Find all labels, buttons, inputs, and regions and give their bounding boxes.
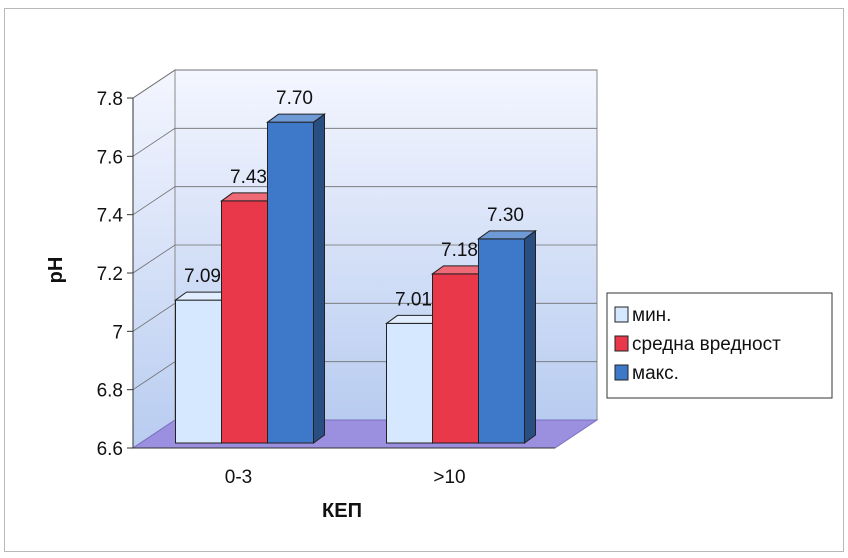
bar-front-face <box>267 121 314 444</box>
bar-top-face <box>265 113 327 123</box>
bar-front-face <box>175 299 222 444</box>
data-label: 7.43 <box>230 167 267 188</box>
data-label: 7.30 <box>487 205 524 226</box>
legend-swatch <box>614 364 629 381</box>
bar[interactable] <box>476 229 538 444</box>
data-label: 7.01 <box>395 289 432 310</box>
gridline <box>132 186 597 215</box>
bar-front-face <box>386 322 433 444</box>
bar-front-face <box>221 200 268 444</box>
legend-swatch <box>614 306 629 323</box>
bar-front-face <box>478 238 525 444</box>
x-tick-label: >10 <box>433 467 465 488</box>
x-axis-title: КЕП <box>322 500 362 522</box>
y-tick-label: 6.8 <box>97 381 123 402</box>
y-tick-label: 7.2 <box>97 264 123 285</box>
y-tick-label: 7.4 <box>97 206 124 227</box>
gridline <box>132 127 597 157</box>
legend-swatch <box>614 335 629 352</box>
y-tick-label: 6.6 <box>97 439 123 460</box>
bar-side-face <box>313 113 325 444</box>
legend <box>606 292 833 399</box>
x-tick-label: 0-3 <box>225 467 252 488</box>
gridline <box>132 69 597 99</box>
gridline <box>132 244 597 274</box>
y-tick-label: 7.8 <box>97 89 123 110</box>
y-tick-label: 7 <box>112 322 123 343</box>
bar[interactable] <box>265 113 327 444</box>
data-label: 7.70 <box>276 88 313 109</box>
data-label: 7.18 <box>441 240 478 261</box>
bar-front-face <box>432 273 479 444</box>
legend-label: мин. <box>632 305 671 326</box>
bar-top-face <box>476 230 538 240</box>
y-axis-title: pH <box>45 257 67 284</box>
bar-side-face <box>524 229 536 444</box>
y-tick-label: 7.6 <box>97 147 123 168</box>
legend-label: макс. <box>632 363 679 384</box>
legend-label: средна вредност <box>632 334 781 355</box>
data-label: 7.09 <box>184 266 221 287</box>
